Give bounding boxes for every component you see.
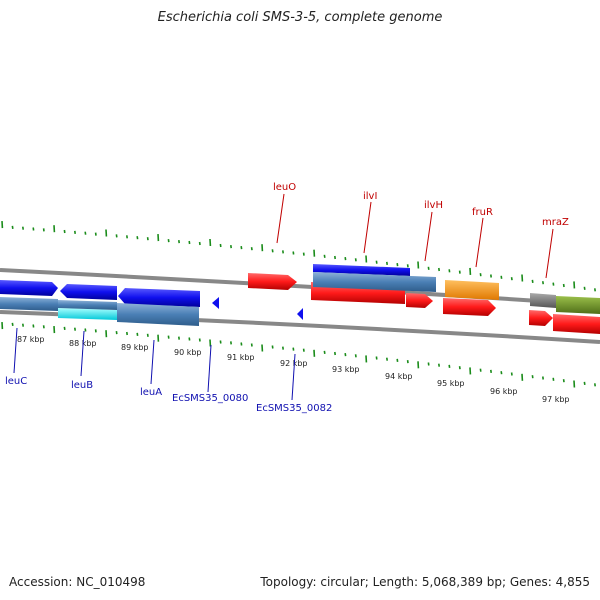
cds-band-cyan[interactable]: [58, 308, 117, 320]
leader-line: [80, 330, 85, 377]
leader-line: [424, 211, 433, 262]
gene-label-ilvH[interactable]: ilvH: [424, 200, 443, 211]
gene-arrow-leuB[interactable]: [60, 284, 117, 300]
genome-summary-text: Topology: circular; Length: 5,068,389 bp…: [260, 575, 590, 589]
map-title: Escherichia coli SMS-3-5, complete genom…: [157, 10, 443, 25]
forward-gene-group: [248, 273, 600, 334]
gene-label-EcSMS35_0082[interactable]: EcSMS35_0082: [256, 403, 332, 414]
reverse-gene-group: [0, 280, 303, 320]
cds-band-2[interactable]: [58, 300, 117, 310]
cds-band-right-1[interactable]: [313, 272, 436, 292]
tick-row-outer: [1, 221, 596, 292]
backbone-upper: [0, 268, 600, 307]
gene-arrow-small-2[interactable]: [297, 308, 303, 320]
leader-line: [475, 217, 484, 268]
kbp-label: 96 kbp: [490, 387, 518, 396]
gene-label-leuB[interactable]: leuB: [71, 380, 93, 391]
cds-band-group-right: [313, 264, 600, 314]
cds-band-olive[interactable]: [556, 296, 600, 314]
cds-band-orange[interactable]: [445, 280, 499, 300]
gene-label-ilvI[interactable]: ilvI: [363, 191, 377, 202]
gene-arrow-leuO[interactable]: [248, 273, 297, 290]
kbp-label: 94 kbp: [385, 372, 413, 381]
tick-row-inner: [1, 322, 596, 388]
kbp-label: 89 kbp: [121, 343, 149, 352]
gene-label-leuA[interactable]: leuA: [140, 387, 162, 398]
kbp-label: 97 kbp: [542, 395, 570, 404]
leader-line: [150, 339, 155, 385]
gene-label-leuC[interactable]: leuC: [5, 376, 27, 387]
leader-line: [276, 193, 285, 244]
leader-line: [207, 344, 212, 393]
kbp-label: 95 kbp: [437, 379, 465, 388]
cds-band-1[interactable]: [0, 297, 58, 311]
reverse-label-group: leuC leuB leuA EcSMS35_0080 EcSMS35_0082: [5, 327, 332, 414]
gene-arrow-ilvH[interactable]: [406, 293, 433, 308]
accession-text: Accession: NC_010498: [9, 575, 146, 589]
gene-arrow-small-1[interactable]: [212, 297, 219, 309]
gene-arrow-right-edge[interactable]: [553, 314, 600, 334]
kbp-label: 92 kbp: [280, 359, 308, 368]
gene-arrow-leuA[interactable]: [118, 288, 200, 307]
leader-line: [13, 327, 18, 374]
forward-label-group: leuO ilvI ilvH fruR mraZ: [273, 182, 569, 279]
kbp-label-group: 87 kbp 88 kbp 89 kbp 90 kbp 91 kbp 92 kb…: [17, 335, 570, 404]
kbp-label: 93 kbp: [332, 365, 360, 374]
cds-band-group-left: [0, 297, 199, 326]
gene-arrow-mraZ[interactable]: [529, 310, 553, 326]
kbp-label: 91 kbp: [227, 353, 255, 362]
cds-band-grey[interactable]: [530, 293, 556, 308]
gene-arrow-fruR[interactable]: [443, 298, 496, 316]
leader-line: [545, 228, 554, 279]
gene-label-fruR[interactable]: fruR: [472, 207, 493, 218]
kbp-label: 90 kbp: [174, 348, 202, 357]
gene-label-leuO[interactable]: leuO: [273, 182, 296, 193]
gene-arrow-leuC[interactable]: [0, 280, 58, 296]
gene-label-mraZ[interactable]: mraZ: [542, 217, 569, 228]
kbp-label: 87 kbp: [17, 335, 45, 344]
leader-line: [363, 201, 372, 254]
leader-line: [291, 353, 296, 401]
cds-band-3[interactable]: [117, 303, 199, 326]
gene-label-EcSMS35_0080[interactable]: EcSMS35_0080: [172, 393, 248, 404]
